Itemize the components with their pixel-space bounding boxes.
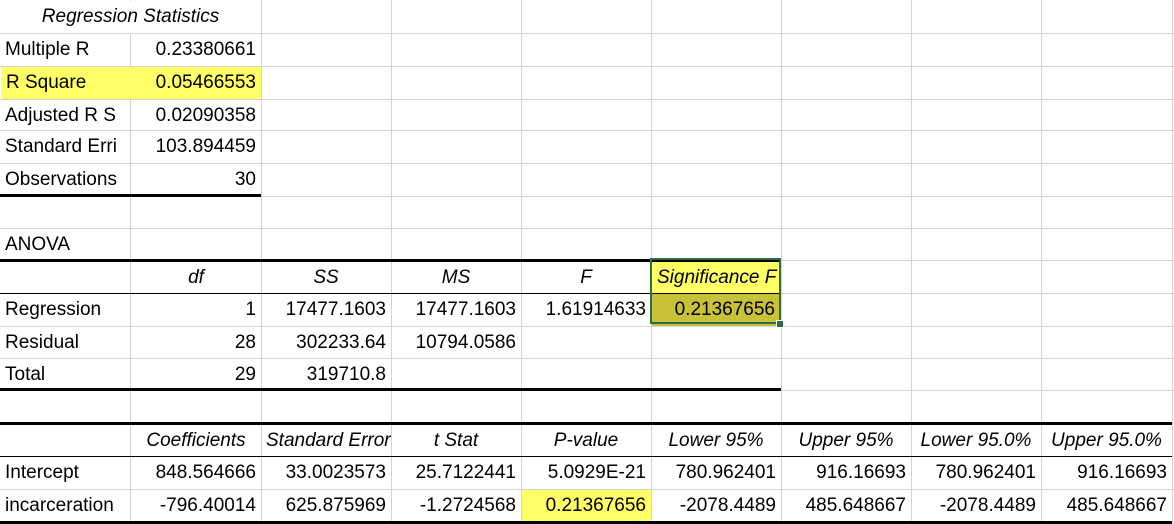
coef-header-underline [0, 456, 1172, 457]
stat-label-r-square[interactable]: R Square [1, 67, 131, 99]
coef-header-standard-error[interactable]: Standard Error [266, 430, 391, 451]
anova-regression-significance-f[interactable]: 0.21367656 [652, 294, 780, 326]
coef-incarceration-t-stat[interactable]: -1.2724568 [419, 495, 516, 516]
stat-value-adjusted-r-square[interactable]: 0.02090358 [155, 105, 256, 126]
anova-residual-df[interactable]: 28 [234, 332, 256, 353]
anova-regression-ms[interactable]: 17477.1603 [415, 299, 516, 320]
anova-row-label-residual[interactable]: Residual [5, 332, 79, 353]
coef-intercept-upper-95-0[interactable]: 916.16693 [1077, 462, 1167, 483]
anova-top-border [0, 259, 781, 262]
coef-row-label-intercept[interactable]: Intercept [5, 462, 79, 483]
anova-header-f[interactable]: F [580, 267, 592, 288]
coef-header-lower-95[interactable]: Lower 95% [668, 430, 764, 451]
anova-total-ss[interactable]: 319710.8 [306, 364, 386, 385]
coef-incarceration-lower-95[interactable]: -2078.4489 [679, 495, 776, 516]
anova-header-significance-f[interactable]: Significance F [652, 262, 780, 294]
anova-bottom-border [0, 388, 781, 391]
title-cell-bg [1, 1, 260, 33]
coef-intercept-lower-95-0[interactable]: 780.962401 [935, 462, 1036, 483]
anova-row-label-total[interactable]: Total [5, 364, 46, 385]
anova-row-label-regression[interactable]: Regression [5, 299, 102, 320]
anova-title: ANOVA [5, 234, 71, 255]
anova-header-ms[interactable]: MS [441, 267, 471, 288]
coef-incarceration-lower-95-0[interactable]: -2078.4489 [939, 495, 1036, 516]
anova-header-underline [0, 293, 781, 294]
coef-intercept-upper-95[interactable]: 916.16693 [816, 462, 906, 483]
anova-regression-ss[interactable]: 17477.1603 [285, 299, 386, 320]
coef-incarceration-upper-95-0[interactable]: 485.648667 [1066, 495, 1167, 516]
coef-intercept-p-value[interactable]: 5.0929E-21 [547, 462, 646, 483]
coef-row-label-incarceration[interactable]: incarceration [5, 495, 114, 516]
anova-residual-ms[interactable]: 10794.0586 [415, 332, 516, 353]
coef-bottom-border [0, 521, 1172, 524]
stats-bottom-border [0, 194, 261, 197]
coef-header-p-value[interactable]: P-value [553, 430, 619, 451]
stat-value-r-square[interactable]: 0.05466553 [131, 67, 261, 99]
coef-incarceration-p-value[interactable]: 0.21367656 [522, 490, 651, 522]
coef-header-lower-95-0[interactable]: Lower 95.0% [920, 430, 1032, 451]
regression-statistics-title: Regression Statistics [41, 6, 220, 27]
stat-label-standard-error[interactable]: Standard Erri [5, 136, 117, 157]
stat-label-adjusted-r-square[interactable]: Adjusted R S [5, 105, 116, 126]
stat-value-standard-error[interactable]: 103.894459 [155, 136, 256, 157]
anova-residual-ss[interactable]: 302233.64 [296, 332, 386, 353]
anova-header-ss[interactable]: SS [313, 267, 339, 288]
stat-label-observations[interactable]: Observations [5, 169, 117, 190]
anova-regression-df[interactable]: 1 [245, 299, 256, 320]
active-cell-selection[interactable] [650, 258, 781, 324]
anova-header-df[interactable]: df [188, 267, 204, 288]
stat-label-multiple-r[interactable]: Multiple R [5, 39, 90, 60]
coef-intercept-standard-error[interactable]: 33.0023573 [285, 462, 386, 483]
coef-header-upper-95[interactable]: Upper 95% [798, 430, 894, 451]
coef-incarceration-standard-error[interactable]: 625.875969 [285, 495, 386, 516]
coef-intercept-coefficient[interactable]: 848.564666 [155, 462, 256, 483]
coef-header-coefficients[interactable]: Coefficients [146, 430, 246, 451]
stat-value-multiple-r[interactable]: 0.23380661 [155, 39, 256, 60]
coef-incarceration-upper-95[interactable]: 485.648667 [805, 495, 906, 516]
anova-regression-f[interactable]: 1.61914633 [545, 299, 646, 320]
coef-header-upper-95-0[interactable]: Upper 95.0% [1051, 430, 1162, 451]
coef-intercept-lower-95[interactable]: 780.962401 [675, 462, 776, 483]
fill-handle[interactable] [776, 320, 784, 328]
coef-header-t-stat[interactable]: t Stat [433, 430, 479, 451]
coef-intercept-t-stat[interactable]: 25.7122441 [415, 462, 516, 483]
coef-incarceration-coefficient[interactable]: -796.40014 [159, 495, 256, 516]
coef-top-border [0, 422, 1172, 425]
stat-value-observations[interactable]: 30 [234, 169, 256, 190]
anova-total-df[interactable]: 29 [234, 364, 256, 385]
